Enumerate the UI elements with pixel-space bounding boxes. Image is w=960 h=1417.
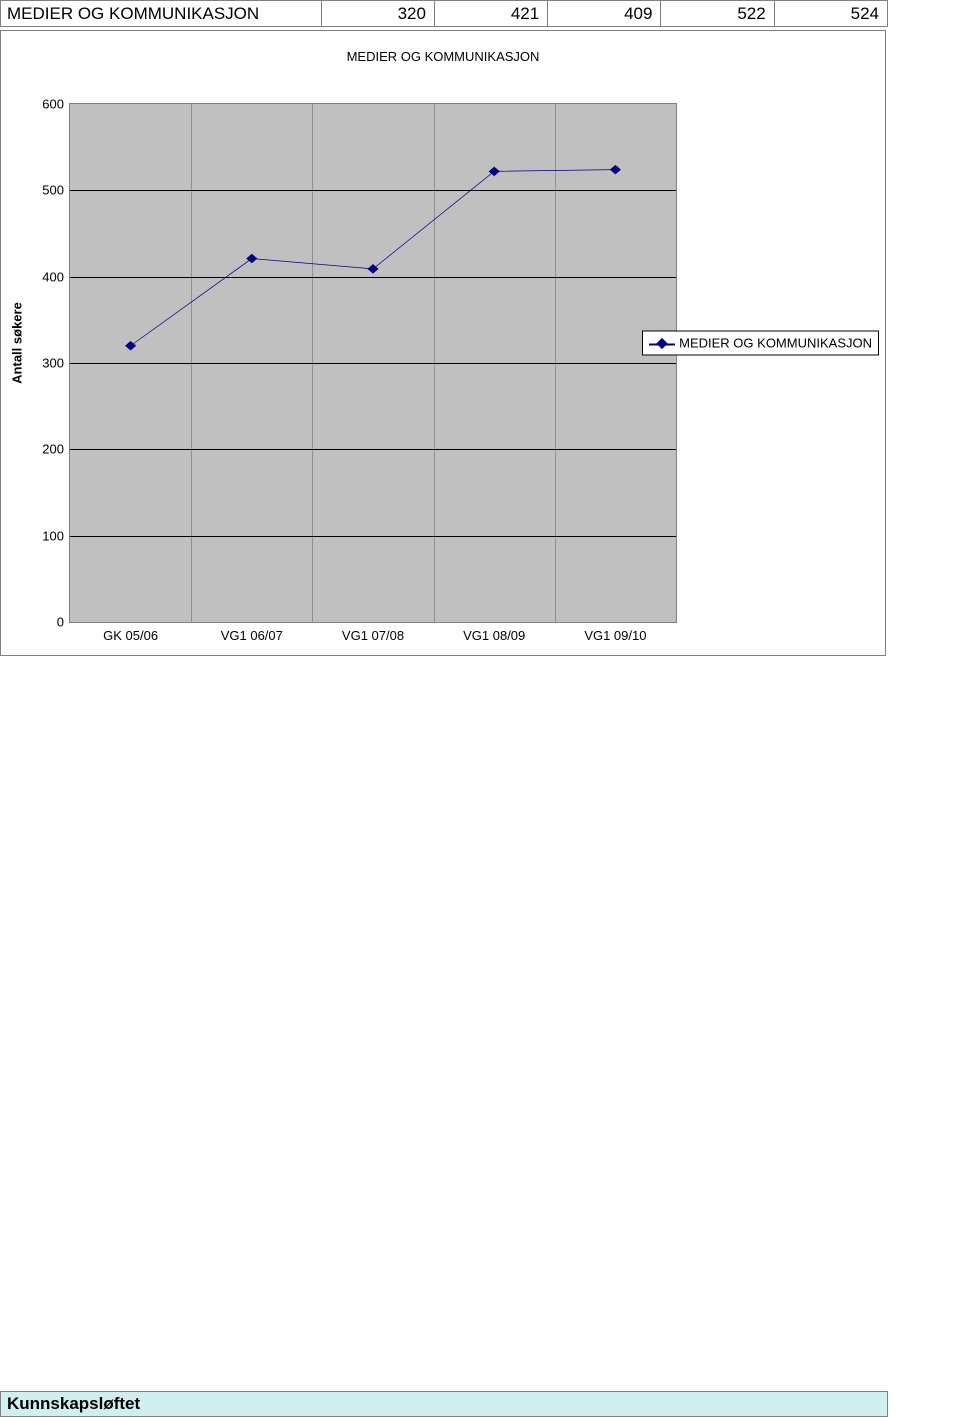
legend-swatch [649,337,675,349]
x-tick-label: GK 05/06 [103,628,158,643]
chart-container: MEDIER OG KOMMUNIKASJON Antall søkere 01… [0,30,886,656]
value-cell-1: 421 [434,1,547,27]
value-cell-3: 522 [661,1,774,27]
y-gridline [70,277,676,278]
data-marker [610,165,621,175]
x-tick-label: VG1 08/09 [463,628,525,643]
legend-label: MEDIER OG KOMMUNIKASJON [679,336,872,351]
x-tick-label: VG1 07/08 [342,628,404,643]
x-gridline [434,104,435,622]
x-tick-label: VG1 06/07 [221,628,283,643]
value-cell-2: 409 [548,1,661,27]
plot-area: 0100200300400500600GK 05/06VG1 06/07VG1 … [69,103,677,623]
y-gridline [70,536,676,537]
x-tick-label: VG1 09/10 [584,628,646,643]
data-marker [246,254,257,264]
legend: MEDIER OG KOMMUNIKASJON [642,331,879,356]
data-table: MEDIER OG KOMMUNIKASJON 320 421 409 522 … [0,0,888,27]
chart-title: MEDIER OG KOMMUNIKASJON [1,49,885,64]
table-row: MEDIER OG KOMMUNIKASJON 320 421 409 522 … [1,1,888,27]
bottom-label: Kunnskapsløftet [7,1394,140,1414]
bottom-label-box: Kunnskapsløftet [0,1391,888,1417]
y-tick-label: 0 [57,615,64,630]
value-cell-0: 320 [321,1,434,27]
value-cell-4: 524 [774,1,887,27]
y-tick-label: 300 [42,356,64,371]
y-tick-label: 500 [42,183,64,198]
x-gridline [312,104,313,622]
data-marker [125,341,136,351]
row-label-cell: MEDIER OG KOMMUNIKASJON [1,1,322,27]
y-tick-label: 600 [42,97,64,112]
y-axis-label: Antall søkere [10,302,25,384]
x-gridline [191,104,192,622]
x-gridline [555,104,556,622]
y-tick-label: 200 [42,442,64,457]
diamond-icon [656,337,667,348]
y-tick-label: 400 [42,269,64,284]
y-gridline [70,190,676,191]
y-gridline [70,449,676,450]
y-tick-label: 100 [42,528,64,543]
y-gridline [70,363,676,364]
series-line [131,170,616,346]
